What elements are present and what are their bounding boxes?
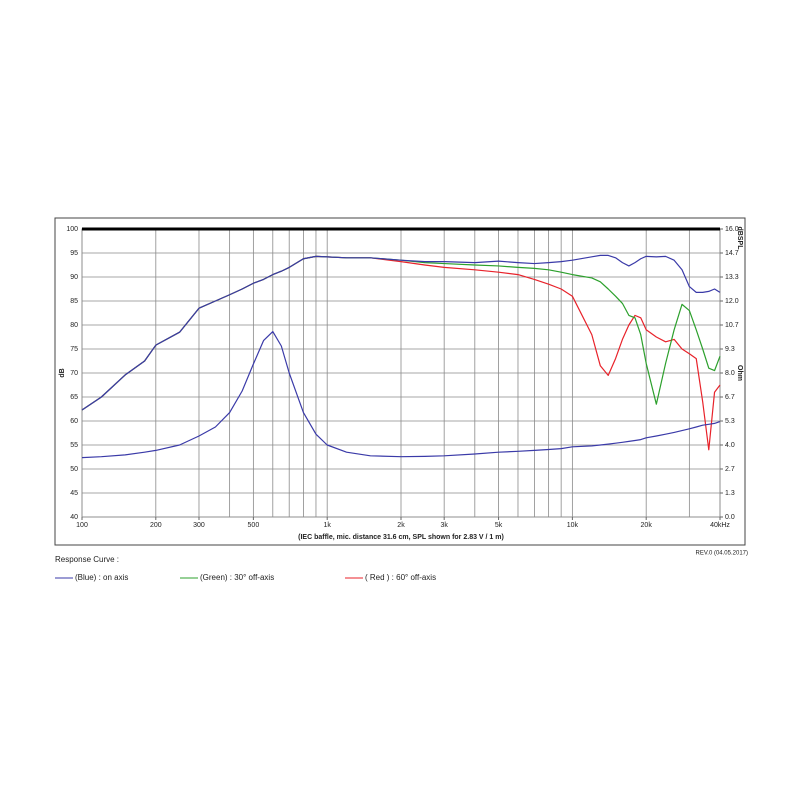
y-tick-label: 40 xyxy=(70,514,78,521)
y2-tick-label: 13.3 xyxy=(725,274,739,281)
legend-title: Response Curve : xyxy=(55,555,119,564)
y-tick-label: 90 xyxy=(70,274,78,281)
x-tick-label: 100 xyxy=(76,522,88,529)
revision: REV.0 (04.05.2017) xyxy=(696,551,748,557)
y-tick-label: 45 xyxy=(70,490,78,497)
y-tick-label: 65 xyxy=(70,394,78,401)
x-tick-label: 3k xyxy=(440,522,448,529)
y2-unit-top: dBSPL xyxy=(736,227,743,251)
y2-tick-label: 12.0 xyxy=(725,298,739,305)
y-tick-label: 95 xyxy=(70,250,78,257)
y2-tick-label: 0.0 xyxy=(725,514,735,521)
legend-label: (Green) : 30° off-axis xyxy=(200,573,274,582)
y2-tick-label: 14.7 xyxy=(725,250,739,257)
y2-tick-label: 16.0 xyxy=(725,226,739,233)
y2-tick-label: 6.7 xyxy=(725,394,735,401)
response-line xyxy=(81,254,721,411)
chart-frame xyxy=(54,217,746,546)
y2-tick-label: 8.0 xyxy=(725,370,735,377)
y2-tick-label: 2.7 xyxy=(725,466,735,473)
y2-axis-label: Ohm xyxy=(736,365,743,381)
x-tick-label: 1k xyxy=(323,522,331,529)
y-tick-label: 80 xyxy=(70,322,78,329)
x-tick-label: 500 xyxy=(248,522,260,529)
y-axis-label: dB xyxy=(59,368,66,377)
y2-tick-label: 10.7 xyxy=(725,322,739,329)
legend-label: ( Red ) : 60° off-axis xyxy=(365,573,436,582)
legend-label: (Blue) : on axis xyxy=(75,573,128,582)
y-tick-label: 70 xyxy=(70,370,78,377)
y2-tick-label: 9.3 xyxy=(725,346,735,353)
x-axis-label: (IEC baffle, mic. distance 31.6 cm, SPL … xyxy=(298,534,504,541)
y2-tick-label: 4.0 xyxy=(725,442,735,449)
x-tick-label: 200 xyxy=(150,522,162,529)
y-tick-label: 100 xyxy=(66,226,78,233)
y2-tick-label: 5.3 xyxy=(725,418,735,425)
y-tick-label: 55 xyxy=(70,442,78,449)
y-tick-label: 50 xyxy=(70,466,78,473)
x-tick-label: 5k xyxy=(495,522,503,529)
x-tick-label: 300 xyxy=(193,522,205,529)
y-tick-label: 85 xyxy=(70,298,78,305)
y-tick-label: 75 xyxy=(70,346,78,353)
y2-tick-label: 1.3 xyxy=(725,490,735,497)
x-tick-label: 10k xyxy=(567,522,579,529)
x-tick-label: 40kHz xyxy=(710,522,730,529)
x-tick-label: 20k xyxy=(641,522,653,529)
y-tick-label: 60 xyxy=(70,418,78,425)
x-tick-label: 2k xyxy=(397,522,405,529)
response-line xyxy=(81,331,721,459)
